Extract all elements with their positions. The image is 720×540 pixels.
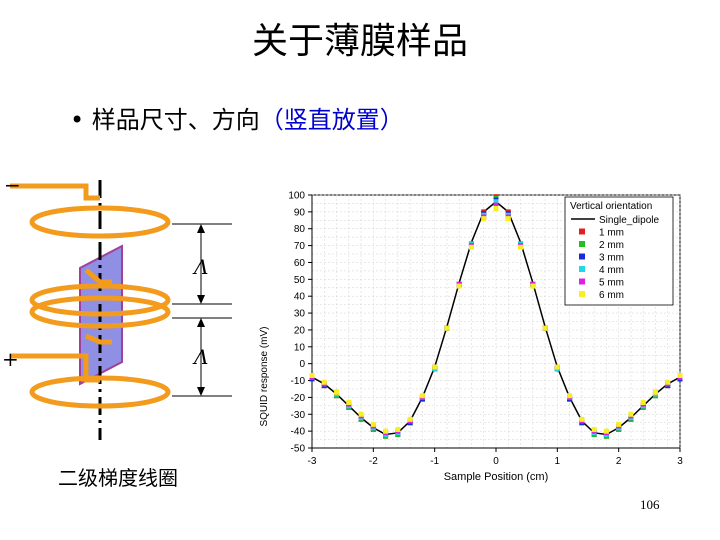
dimension-markers [172,223,232,397]
legend-label: 5 mm [599,278,624,289]
data-point-6-mm [395,426,401,432]
data-point-6-mm [334,389,340,395]
data-point-6-mm [603,428,609,434]
legend-label: 4 mm [599,265,624,276]
legend-title: Vertical orientation [570,201,652,212]
data-point-6-mm [591,426,597,432]
data-point-6-mm [468,244,474,250]
dimension-label-bottom: Λ [192,345,208,369]
data-point-6-mm [419,393,425,399]
page-number: 106 [640,497,660,512]
y-tick-label: 100 [288,191,305,202]
data-point-6-mm [481,216,487,222]
data-point-6-mm [665,379,671,385]
data-point-6-mm [370,421,376,427]
data-point-6-mm [530,283,536,289]
data-point-6-mm [444,325,450,331]
data-point-6-mm [518,244,524,250]
x-tick-label: 1 [555,456,561,467]
data-point-6-mm [628,411,634,417]
y-tick-label: 70 [294,241,306,252]
data-point-6-mm [542,325,548,331]
data-point-6-mm [493,205,499,211]
x-tick-label: -1 [430,456,439,467]
y-tick-label: -40 [291,427,306,438]
data-point-6-mm [554,364,560,370]
x-tick-label: 0 [493,456,499,467]
y-tick-label: 50 [294,275,306,286]
coil-caption: 二级梯度线圈 [58,466,178,490]
legend-label: 1 mm [599,228,624,239]
y-tick-label: -20 [291,393,306,404]
legend-swatch [579,278,585,285]
data-point-6-mm [309,372,315,378]
x-axis-title: Sample Position (cm) [444,471,549,483]
bullet-text: 样品尺寸、方向 [91,106,260,134]
y-tick-label: 60 [294,258,306,269]
y-tick-label: -10 [291,376,306,387]
gradiometer-coil-diagram: − + Λ Λ [2,173,232,440]
minus-label: − [4,173,21,197]
y-tick-label: 90 [294,207,306,218]
dimension-label-top: Λ [192,255,208,279]
y-tick-label: 40 [294,292,306,303]
y-tick-label: 20 [294,325,306,336]
data-point-6-mm [677,372,683,378]
x-tick-label: 3 [677,456,683,467]
legend-label: 3 mm [599,253,624,264]
y-tick-label: 80 [294,224,306,235]
legend-label: 2 mm [599,240,624,251]
data-point-5-mm [493,202,499,208]
slide-title: 关于薄膜样品 [251,21,468,62]
bullet-line: • 样品尺寸、方向（竖直放置） [70,100,404,135]
dimension-arrowheads [197,224,205,396]
y-tick-label: 0 [299,359,305,370]
data-point-6-mm [346,399,352,405]
legend-swatch [579,253,585,260]
data-point-6-mm [456,283,462,289]
legend-label: Single_dipole [599,215,659,226]
y-tick-label: -50 [291,444,306,455]
bullet-marker: • [70,106,85,134]
data-point-4-mm [493,199,499,205]
y-tick-label: -30 [291,410,306,421]
plus-label: + [2,347,19,371]
bullet-paren-text: （竖直放置） [259,106,404,134]
data-point-6-mm [407,416,413,422]
x-tick-label: -2 [369,456,378,467]
coil-windings [10,183,171,409]
data-point-6-mm [640,399,646,405]
x-tick-label: -3 [308,456,317,467]
data-point-6-mm [567,393,573,399]
data-point-6-mm [652,389,658,395]
legend-box [564,196,674,306]
data-point-6-mm [505,216,511,222]
y-tick-label: 10 [294,342,306,353]
data-point-6-mm [321,379,327,385]
y-tick-label: 30 [294,309,306,320]
legend-swatch [579,228,585,235]
squid-response-chart: 1009080706050403020100-10-20-30-40-50-3-… [255,185,715,485]
legend-label: 6 mm [599,290,624,301]
legend-swatch [579,266,585,272]
x-tick-label: 2 [616,456,622,467]
data-point-6-mm [616,421,622,427]
data-point-6-mm [432,364,438,370]
legend-swatch [579,291,585,297]
data-point-6-mm [358,411,364,417]
data-point-6-mm [383,428,389,434]
y-axis-title: SQUID response (mV) [259,326,270,426]
data-point-6-mm [579,416,585,422]
legend-swatch [579,241,585,247]
